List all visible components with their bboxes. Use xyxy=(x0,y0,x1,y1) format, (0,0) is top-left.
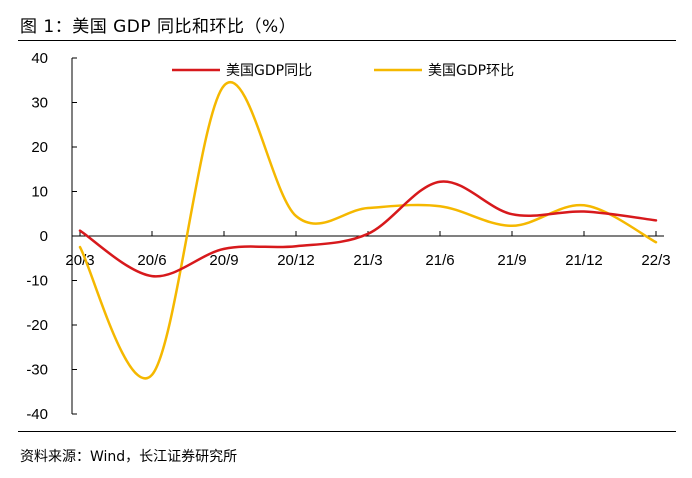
title-divider xyxy=(18,40,676,41)
y-tick-label: 10 xyxy=(31,184,48,201)
x-tick-label: 22/3 xyxy=(641,252,670,269)
x-tick-label: 20/6 xyxy=(137,252,166,269)
y-tick-label: 20 xyxy=(31,139,48,156)
y-tick-label: 30 xyxy=(31,95,48,112)
x-tick-label: 20/12 xyxy=(277,252,315,269)
legend: 美国GDP同比 美国GDP环比 xyxy=(172,63,514,79)
axes: 40 30 20 10 0 -10 -20 -30 -40 20/3 20/6 20/9 20/12 21… xyxy=(26,50,670,423)
x-tick-label: 20/3 xyxy=(65,252,94,269)
y-tick-label: 40 xyxy=(31,50,48,67)
y-tick-label: 0 xyxy=(40,228,48,245)
source-divider xyxy=(18,431,676,432)
x-tick-label: 21/12 xyxy=(565,252,603,269)
legend-label: 美国GDP同比 xyxy=(226,63,312,79)
series-line-yoy xyxy=(78,180,658,278)
legend-label: 美国GDP环比 xyxy=(428,63,514,79)
x-tick-label: 21/6 xyxy=(425,252,454,269)
y-tick-label: -10 xyxy=(26,273,48,290)
x-tick-label: 20/9 xyxy=(209,252,238,269)
series-line-qoq xyxy=(78,81,658,380)
y-tick-label: -40 xyxy=(26,406,48,423)
series-layer xyxy=(78,81,658,380)
x-tick-label: 21/9 xyxy=(497,252,526,269)
y-tick-label: -30 xyxy=(26,362,48,379)
y-tick-label: -20 xyxy=(26,317,48,334)
chart-title: 图 1：美国 GDP 同比和环比（%） xyxy=(20,17,297,37)
x-tick-label: 21/3 xyxy=(353,252,382,269)
source-note: 资料来源：Wind，长江证券研究所 xyxy=(20,449,238,465)
